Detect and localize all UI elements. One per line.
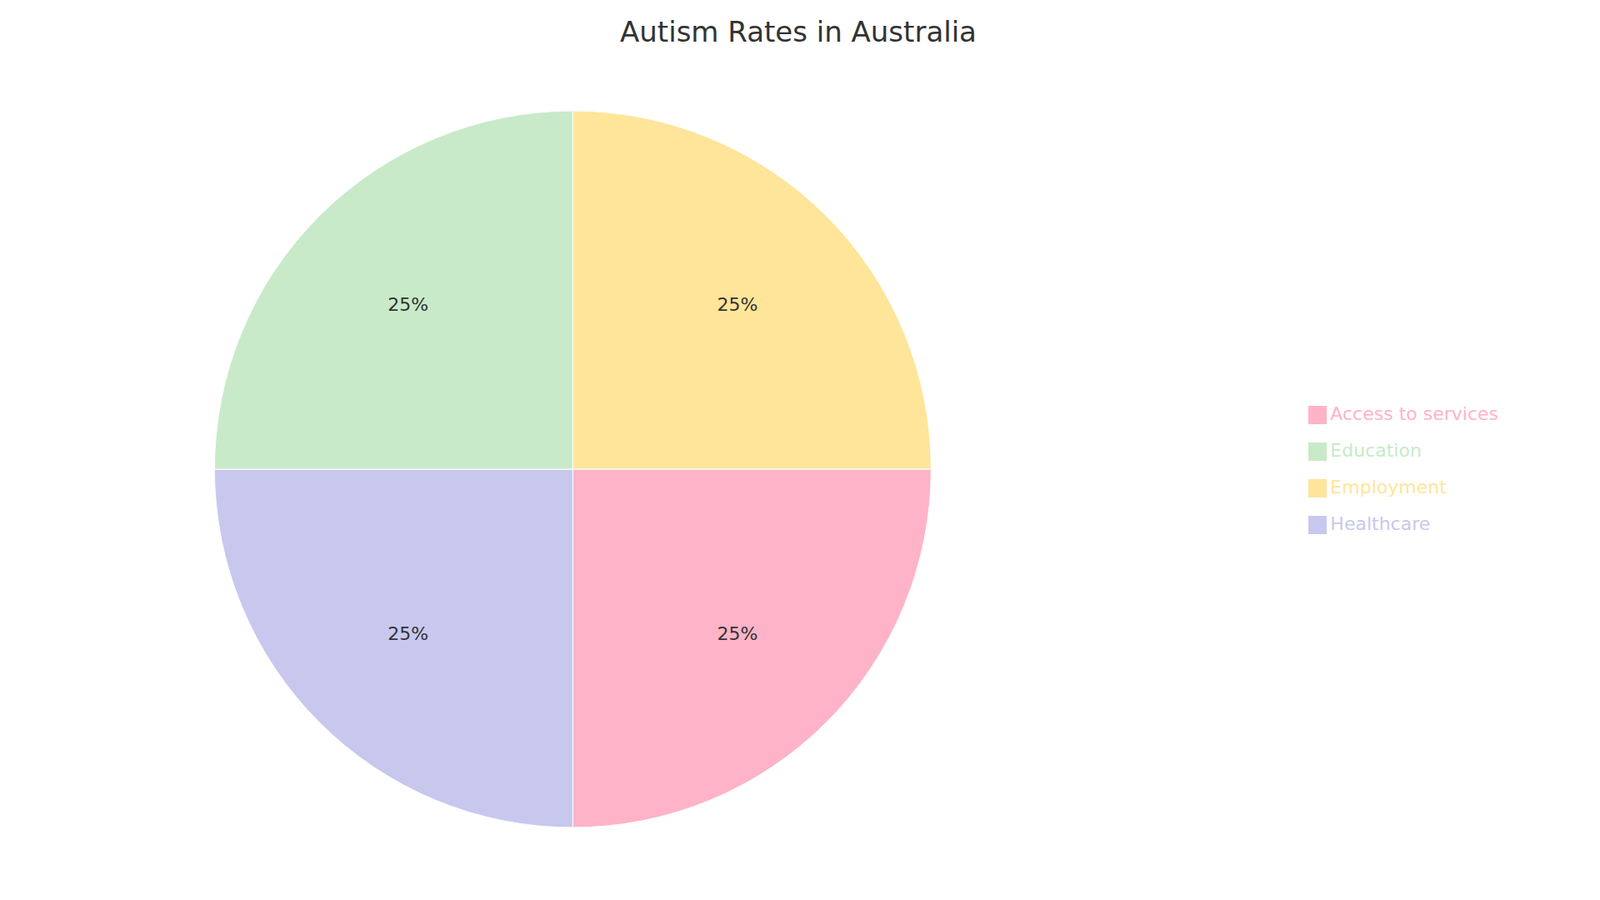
html-text:Employment: Employment xyxy=(1330,476,1447,498)
html-text:Healthcare: Healthcare xyxy=(1330,513,1431,535)
html-text:Autism Rates in Australia: Autism Rates in Australia xyxy=(620,15,977,49)
html-text:Education: Education xyxy=(1330,440,1422,461)
html-text:Access to services: Access to services xyxy=(1330,403,1499,425)
svg-text:25%: 25% xyxy=(717,294,759,315)
svg-text:25%: 25% xyxy=(717,623,759,645)
svg-text:25%: 25% xyxy=(387,623,429,645)
svg-text:25%: 25% xyxy=(387,294,429,315)
